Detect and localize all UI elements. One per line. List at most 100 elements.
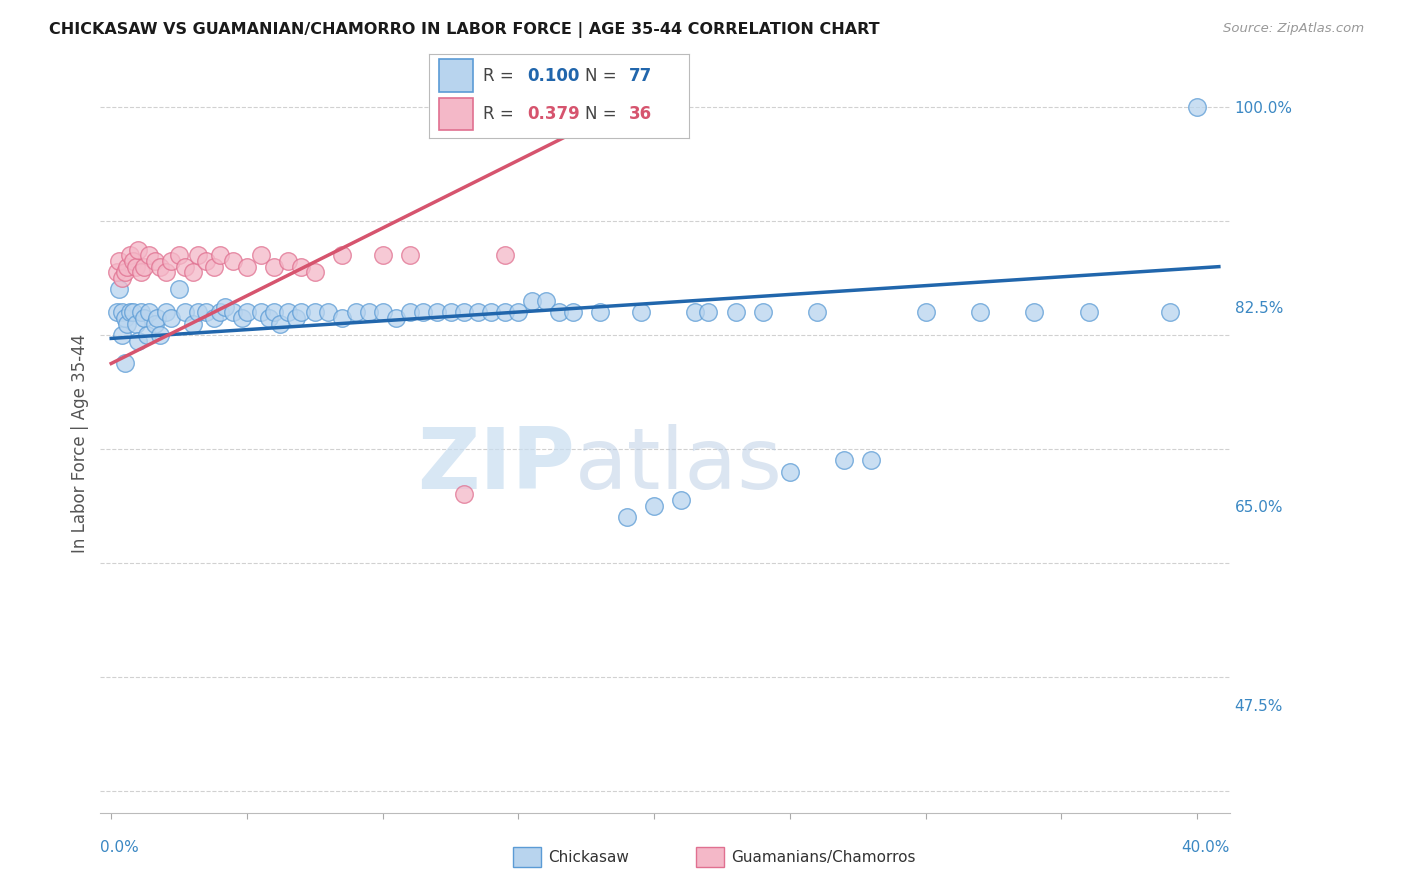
Point xyxy=(138,248,160,262)
Point xyxy=(277,254,299,268)
Point xyxy=(120,248,142,262)
Point xyxy=(371,248,394,262)
Point xyxy=(494,248,516,262)
Point xyxy=(122,305,145,319)
Text: N =: N = xyxy=(585,105,621,123)
Point xyxy=(263,305,285,319)
Point xyxy=(277,305,299,319)
Text: atlas: atlas xyxy=(575,424,783,507)
Point xyxy=(398,248,420,262)
Point xyxy=(439,305,461,319)
Point xyxy=(160,254,183,268)
Point xyxy=(120,305,142,319)
Point xyxy=(398,305,420,319)
Point xyxy=(671,493,693,508)
Text: 36: 36 xyxy=(628,105,652,123)
Point xyxy=(124,317,146,331)
Point xyxy=(105,265,128,279)
Point xyxy=(195,254,218,268)
Point xyxy=(534,293,557,308)
Point xyxy=(167,248,190,262)
Text: Guamanians/Chamorros: Guamanians/Chamorros xyxy=(731,850,915,864)
Point xyxy=(548,305,571,319)
Point xyxy=(114,310,136,325)
Point xyxy=(127,334,149,348)
Point xyxy=(208,305,231,319)
Point xyxy=(155,305,177,319)
Point xyxy=(806,305,828,319)
Point xyxy=(385,310,408,325)
Point xyxy=(132,260,155,274)
Point xyxy=(143,317,166,331)
Text: R =: R = xyxy=(484,105,519,123)
Point xyxy=(127,243,149,257)
Point xyxy=(520,293,543,308)
Point xyxy=(195,305,218,319)
Point xyxy=(643,499,665,513)
Point xyxy=(132,310,155,325)
Point xyxy=(117,260,139,274)
Point xyxy=(114,356,136,370)
Point xyxy=(149,260,172,274)
Point xyxy=(1185,100,1208,114)
Point xyxy=(236,305,259,319)
Point xyxy=(249,248,271,262)
Point xyxy=(318,305,340,319)
Point xyxy=(1159,305,1181,319)
Text: R =: R = xyxy=(484,67,519,85)
Bar xyxy=(439,97,472,130)
Point xyxy=(914,305,936,319)
Point xyxy=(1024,305,1046,319)
Point xyxy=(187,248,209,262)
Point xyxy=(160,310,183,325)
Point xyxy=(222,254,245,268)
Point xyxy=(330,310,353,325)
Point xyxy=(290,305,312,319)
Point xyxy=(181,317,204,331)
Point xyxy=(236,260,259,274)
Point xyxy=(290,260,312,274)
Bar xyxy=(439,60,472,92)
Point xyxy=(249,305,271,319)
Point xyxy=(453,305,475,319)
Point xyxy=(187,305,209,319)
Point xyxy=(108,254,131,268)
Point xyxy=(105,305,128,319)
Text: 77: 77 xyxy=(628,67,652,85)
Point xyxy=(114,265,136,279)
Point xyxy=(467,305,489,319)
Point xyxy=(453,487,475,501)
Point xyxy=(111,328,134,343)
Y-axis label: In Labor Force | Age 35-44: In Labor Force | Age 35-44 xyxy=(72,334,89,553)
Point xyxy=(1077,305,1099,319)
Point xyxy=(138,305,160,319)
Point xyxy=(202,310,225,325)
Point xyxy=(304,265,326,279)
Point xyxy=(412,305,434,319)
Point xyxy=(214,300,236,314)
Point xyxy=(359,305,381,319)
Point xyxy=(683,305,706,319)
Point xyxy=(589,305,612,319)
Point xyxy=(304,305,326,319)
Point xyxy=(222,305,245,319)
Text: 0.379: 0.379 xyxy=(527,105,581,123)
Point xyxy=(108,282,131,296)
Point xyxy=(143,254,166,268)
Point xyxy=(155,265,177,279)
Point xyxy=(111,271,134,285)
Point xyxy=(173,305,195,319)
Point xyxy=(117,317,139,331)
Point xyxy=(122,254,145,268)
Point xyxy=(508,305,530,319)
Point xyxy=(630,305,652,319)
Point xyxy=(124,260,146,274)
Point xyxy=(263,260,285,274)
Text: 0.0%: 0.0% xyxy=(100,840,139,855)
Point xyxy=(181,265,204,279)
Point xyxy=(330,248,353,262)
Point xyxy=(752,305,775,319)
Point xyxy=(231,310,253,325)
Point xyxy=(149,328,172,343)
Point xyxy=(167,282,190,296)
